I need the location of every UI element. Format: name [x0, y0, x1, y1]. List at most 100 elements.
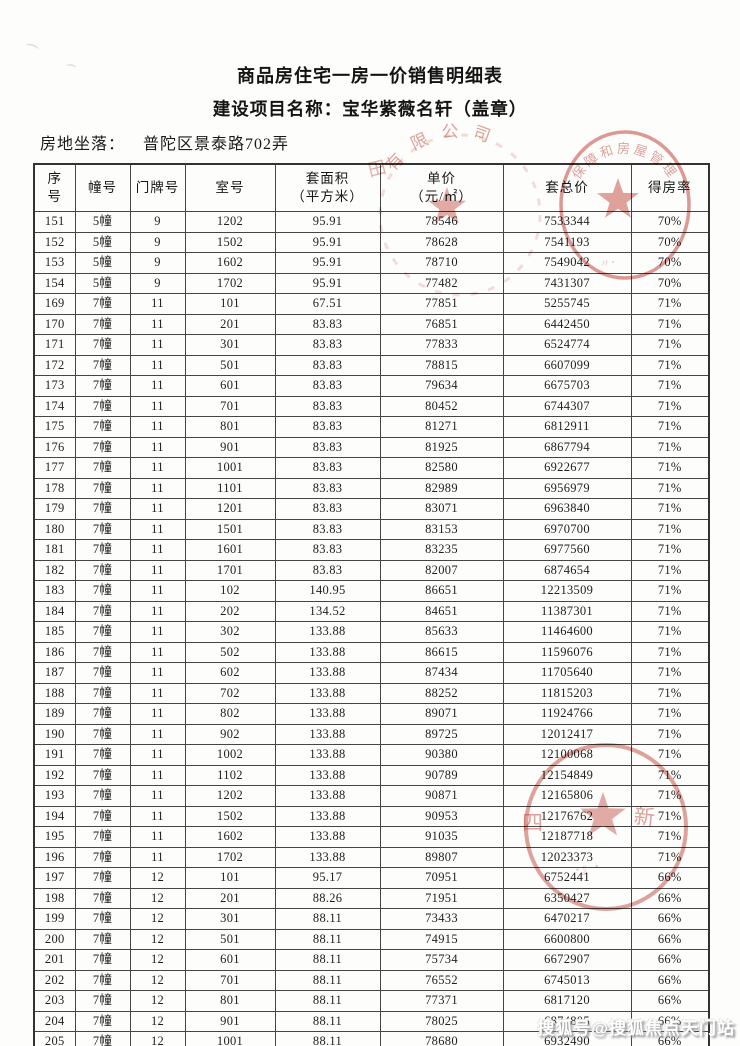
- cell-seq: 186: [33, 641, 76, 663]
- cell-unit-price: 79634: [379, 375, 504, 397]
- cell-efficiency: 71%: [630, 477, 710, 499]
- table-row: 170 7幢 11 201 83.83 76851 6442450 71%: [33, 313, 710, 335]
- cell-area: 133.88: [274, 764, 381, 786]
- cell-door-no: 12: [129, 887, 186, 909]
- cell-area: 95.17: [274, 867, 381, 889]
- cell-unit-price: 90953: [379, 805, 504, 827]
- cell-building: 7幢: [74, 354, 131, 376]
- cell-door-no: 11: [129, 723, 186, 745]
- cell-room-no: 1601: [184, 539, 276, 561]
- table-row: 179 7幢 11 1201 83.83 83071 6963840 71%: [33, 498, 710, 520]
- cell-area: 83.83: [274, 539, 381, 561]
- cell-building: 7幢: [74, 621, 131, 643]
- table-row: 178 7幢 11 1101 83.83 82989 6956979 71%: [33, 477, 710, 499]
- cell-seq: 177: [33, 457, 76, 479]
- cell-efficiency: 66%: [630, 990, 710, 1012]
- cell-efficiency: 66%: [630, 887, 710, 909]
- cell-total-price: 12176762: [502, 805, 632, 827]
- cell-door-no: 12: [129, 908, 186, 930]
- cell-seq: 179: [33, 498, 76, 520]
- cell-building: 7幢: [74, 867, 131, 889]
- cell-area: 83.83: [274, 375, 381, 397]
- cell-room-no: 601: [184, 949, 276, 971]
- cell-total-price: 11924766: [502, 703, 632, 725]
- cell-building: 7幢: [74, 313, 131, 335]
- cell-total-price: 5255745: [502, 293, 632, 315]
- cell-seq: 189: [33, 703, 76, 725]
- cell-building: 7幢: [74, 580, 131, 602]
- cell-door-no: 11: [129, 293, 186, 315]
- table-row: 190 7幢 11 902 133.88 89725 12012417 71%: [33, 723, 710, 745]
- cell-total-price: 6350427: [502, 887, 632, 909]
- cell-door-no: 11: [129, 313, 186, 335]
- cell-total-price: 12187718: [502, 826, 632, 848]
- cell-room-no: 101: [184, 293, 276, 315]
- cell-unit-price: 78680: [379, 1031, 504, 1046]
- cell-door-no: 11: [129, 621, 186, 643]
- cell-building: 5幢: [74, 252, 131, 274]
- cell-area: 88.11: [274, 928, 381, 950]
- table-row: 193 7幢 11 1202 133.88 90871 12165806 71%: [33, 785, 710, 807]
- cell-area: 133.88: [274, 785, 381, 807]
- cell-room-no: 901: [184, 436, 276, 458]
- table-row: 154 5幢 9 1702 95.91 77482 7431307 70%: [33, 272, 710, 294]
- cell-total-price: 6524774: [502, 334, 632, 356]
- cell-building: 7幢: [74, 764, 131, 786]
- cell-door-no: 11: [129, 703, 186, 725]
- cell-unit-price: 84651: [379, 600, 504, 622]
- cell-seq: 203: [33, 990, 76, 1012]
- cell-seq: 188: [33, 682, 76, 704]
- cell-seq: 153: [33, 252, 76, 274]
- cell-efficiency: 71%: [630, 457, 710, 479]
- cell-efficiency: 70%: [630, 252, 710, 274]
- cell-room-no: 1202: [184, 211, 276, 233]
- sohu-watermark: 搜狐号@搜狐焦点天门站: [537, 1019, 735, 1038]
- cell-efficiency: 71%: [630, 846, 710, 868]
- cell-room-no: 702: [184, 682, 276, 704]
- location-label: 房地坐落：: [40, 136, 126, 153]
- cell-building: 7幢: [74, 662, 131, 684]
- cell-area: 133.88: [274, 662, 381, 684]
- cell-area: 88.26: [274, 887, 381, 909]
- cell-efficiency: 71%: [630, 580, 710, 602]
- cell-seq: 184: [33, 600, 76, 622]
- cell-door-no: 11: [129, 416, 186, 438]
- cell-total-price: 12100068: [502, 744, 632, 766]
- cell-total-price: 6970700: [502, 518, 632, 540]
- cell-seq: 205: [33, 1031, 76, 1046]
- cell-room-no: 1002: [184, 744, 276, 766]
- cell-building: 5幢: [74, 211, 131, 233]
- cell-room-no: 501: [184, 928, 276, 950]
- cell-seq: 152: [33, 231, 76, 253]
- cell-building: 7幢: [74, 457, 131, 479]
- cell-area: 95.91: [274, 211, 381, 233]
- cell-unit-price: 90871: [379, 785, 504, 807]
- cell-unit-price: 91035: [379, 826, 504, 848]
- cell-unit-price: 81925: [379, 436, 504, 458]
- cell-area: 133.88: [274, 744, 381, 766]
- cell-efficiency: 71%: [630, 539, 710, 561]
- cell-seq: 194: [33, 805, 76, 827]
- cell-room-no: 802: [184, 703, 276, 725]
- cell-door-no: 11: [129, 539, 186, 561]
- cell-efficiency: 71%: [630, 826, 710, 848]
- cell-area: 83.83: [274, 416, 381, 438]
- cell-door-no: 11: [129, 477, 186, 499]
- table-row: 192 7幢 11 1102 133.88 90789 12154849 71%: [33, 764, 710, 786]
- cell-building: 7幢: [74, 477, 131, 499]
- cell-total-price: 6745013: [502, 969, 632, 991]
- cell-door-no: 11: [129, 354, 186, 376]
- cell-unit-price: 81271: [379, 416, 504, 438]
- cell-area: 83.83: [274, 477, 381, 499]
- price-table: 序号 幢号 门牌号 室号 套面积 （平方米） 单价 （元/㎡） 套总价 得房率 15…: [33, 163, 710, 1046]
- cell-seq: 151: [33, 211, 76, 233]
- cell-total-price: 6922677: [502, 457, 632, 479]
- cell-efficiency: 66%: [630, 928, 710, 950]
- cell-area: 83.83: [274, 559, 381, 581]
- cell-unit-price: 89071: [379, 703, 504, 725]
- table-row: 201 7幢 12 601 88.11 75734 6672907 66%: [33, 949, 710, 971]
- cell-unit-price: 89807: [379, 846, 504, 868]
- cell-efficiency: 71%: [630, 621, 710, 643]
- cell-area: 83.83: [274, 498, 381, 520]
- cell-area: 133.88: [274, 723, 381, 745]
